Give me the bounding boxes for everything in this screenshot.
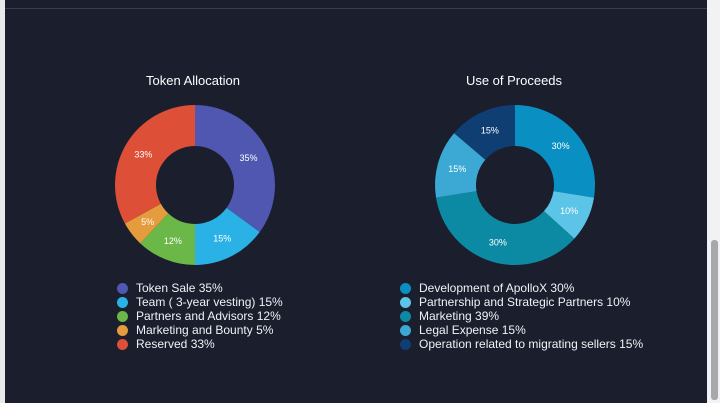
- use-of-proceeds-slice-label-2: 30%: [489, 238, 507, 248]
- token-allocation-slice-label-0: 35%: [239, 153, 257, 163]
- use-of-proceeds-slice-0: [515, 105, 595, 198]
- token-allocation-slice-4: [115, 105, 195, 224]
- use-of-proceeds-legend-dot-4: [400, 338, 411, 350]
- scrollbar-thumb[interactable]: [711, 240, 718, 400]
- token-allocation-slice-3: [124, 203, 169, 244]
- use-of-proceeds-slice-label-4: 15%: [481, 126, 499, 136]
- use-of-proceeds-legend-item-4: Operation related to migrating sellers 1…: [400, 337, 643, 351]
- token-allocation-slice-label-2: 12%: [164, 236, 182, 246]
- window-edge: [0, 0, 5, 403]
- token-allocation-slice-label-4: 33%: [134, 149, 152, 159]
- token-allocation-slice-1: [195, 207, 260, 265]
- token-allocation-legend-item-3: Marketing and Bounty 5%: [117, 323, 283, 337]
- token-allocation-slice-2: [140, 213, 195, 265]
- use-of-proceeds-legend-label-4: Operation related to migrating sellers 1…: [419, 337, 644, 351]
- use-of-proceeds-legend-label-0: Development of ApolloX 30%: [419, 281, 575, 295]
- token-allocation-slice-label-3: 5%: [141, 217, 154, 227]
- token-allocation-legend-item-2: Partners and Advisors 12%: [117, 309, 283, 323]
- use-of-proceeds-legend-dot-0: [400, 282, 411, 294]
- use-of-proceeds-legend-dot-3: [400, 324, 411, 336]
- use-of-proceeds-slice-4: [454, 105, 515, 160]
- token-allocation-legend-label-0: Token Sale 35%: [136, 281, 223, 295]
- token-allocation-legend: Token Sale 35% Team ( 3-year vesting) 15%…: [117, 281, 283, 351]
- use-of-proceeds-legend-label-3: Legal Expense 15%: [419, 323, 526, 337]
- use-of-proceeds-title: Use of Proceeds: [465, 73, 563, 88]
- use-of-proceeds-legend-label-2: Marketing 39%: [419, 309, 500, 323]
- token-allocation-slice-label-1: 15%: [213, 233, 231, 243]
- token-allocation-title: Token Allocation: [146, 73, 240, 88]
- use-of-proceeds-slice-3: [435, 133, 486, 198]
- token-allocation-legend-label-2: Partners and Advisors 12%: [136, 309, 281, 323]
- use-of-proceeds-legend-item-0: Development of ApolloX 30%: [400, 281, 643, 295]
- use-of-proceeds-legend-dot-1: [400, 296, 411, 308]
- use-of-proceeds-legend: Development of ApolloX 30% Partnership an…: [400, 281, 643, 351]
- use-of-proceeds-slice-label-3: 15%: [448, 164, 466, 174]
- use-of-proceeds-donut: 30% 10% 30% 15% 15%: [435, 105, 595, 265]
- token-allocation-legend-dot-1: [117, 296, 128, 308]
- use-of-proceeds-legend-item-1: Partnership and Strategic Partners 10%: [400, 295, 643, 309]
- use-of-proceeds-slice-1: [543, 191, 594, 239]
- token-allocation-legend-dot-2: [117, 310, 128, 322]
- token-allocation-legend-dot-3: [117, 324, 128, 336]
- use-of-proceeds-slice-label-1: 10%: [560, 206, 578, 216]
- use-of-proceeds-slice-2: [436, 191, 575, 265]
- use-of-proceeds-legend-dot-2: [400, 310, 411, 322]
- token-allocation-donut: 35% 15% 12% 5% 33%: [115, 105, 275, 265]
- use-of-proceeds-legend-item-3: Legal Expense 15%: [400, 323, 643, 337]
- use-of-proceeds-slice-label-0: 30%: [552, 141, 570, 151]
- token-allocation-legend-item-4: Reserved 33%: [117, 337, 283, 351]
- token-allocation-legend-dot-0: [117, 282, 128, 294]
- token-allocation-legend-label-3: Marketing and Bounty 5%: [136, 323, 274, 337]
- use-of-proceeds-legend-label-1: Partnership and Strategic Partners 10%: [419, 295, 631, 309]
- token-allocation-legend-label-4: Reserved 33%: [136, 337, 215, 351]
- token-allocation-legend-label-1: Team ( 3-year vesting) 15%: [136, 295, 283, 309]
- use-of-proceeds-legend-item-2: Marketing 39%: [400, 309, 643, 323]
- top-divider: [0, 8, 708, 9]
- token-allocation-slice-0: [195, 105, 275, 233]
- token-allocation-legend-item-1: Team ( 3-year vesting) 15%: [117, 295, 283, 309]
- token-allocation-legend-item-0: Token Sale 35%: [117, 281, 283, 295]
- token-allocation-legend-dot-4: [117, 338, 128, 350]
